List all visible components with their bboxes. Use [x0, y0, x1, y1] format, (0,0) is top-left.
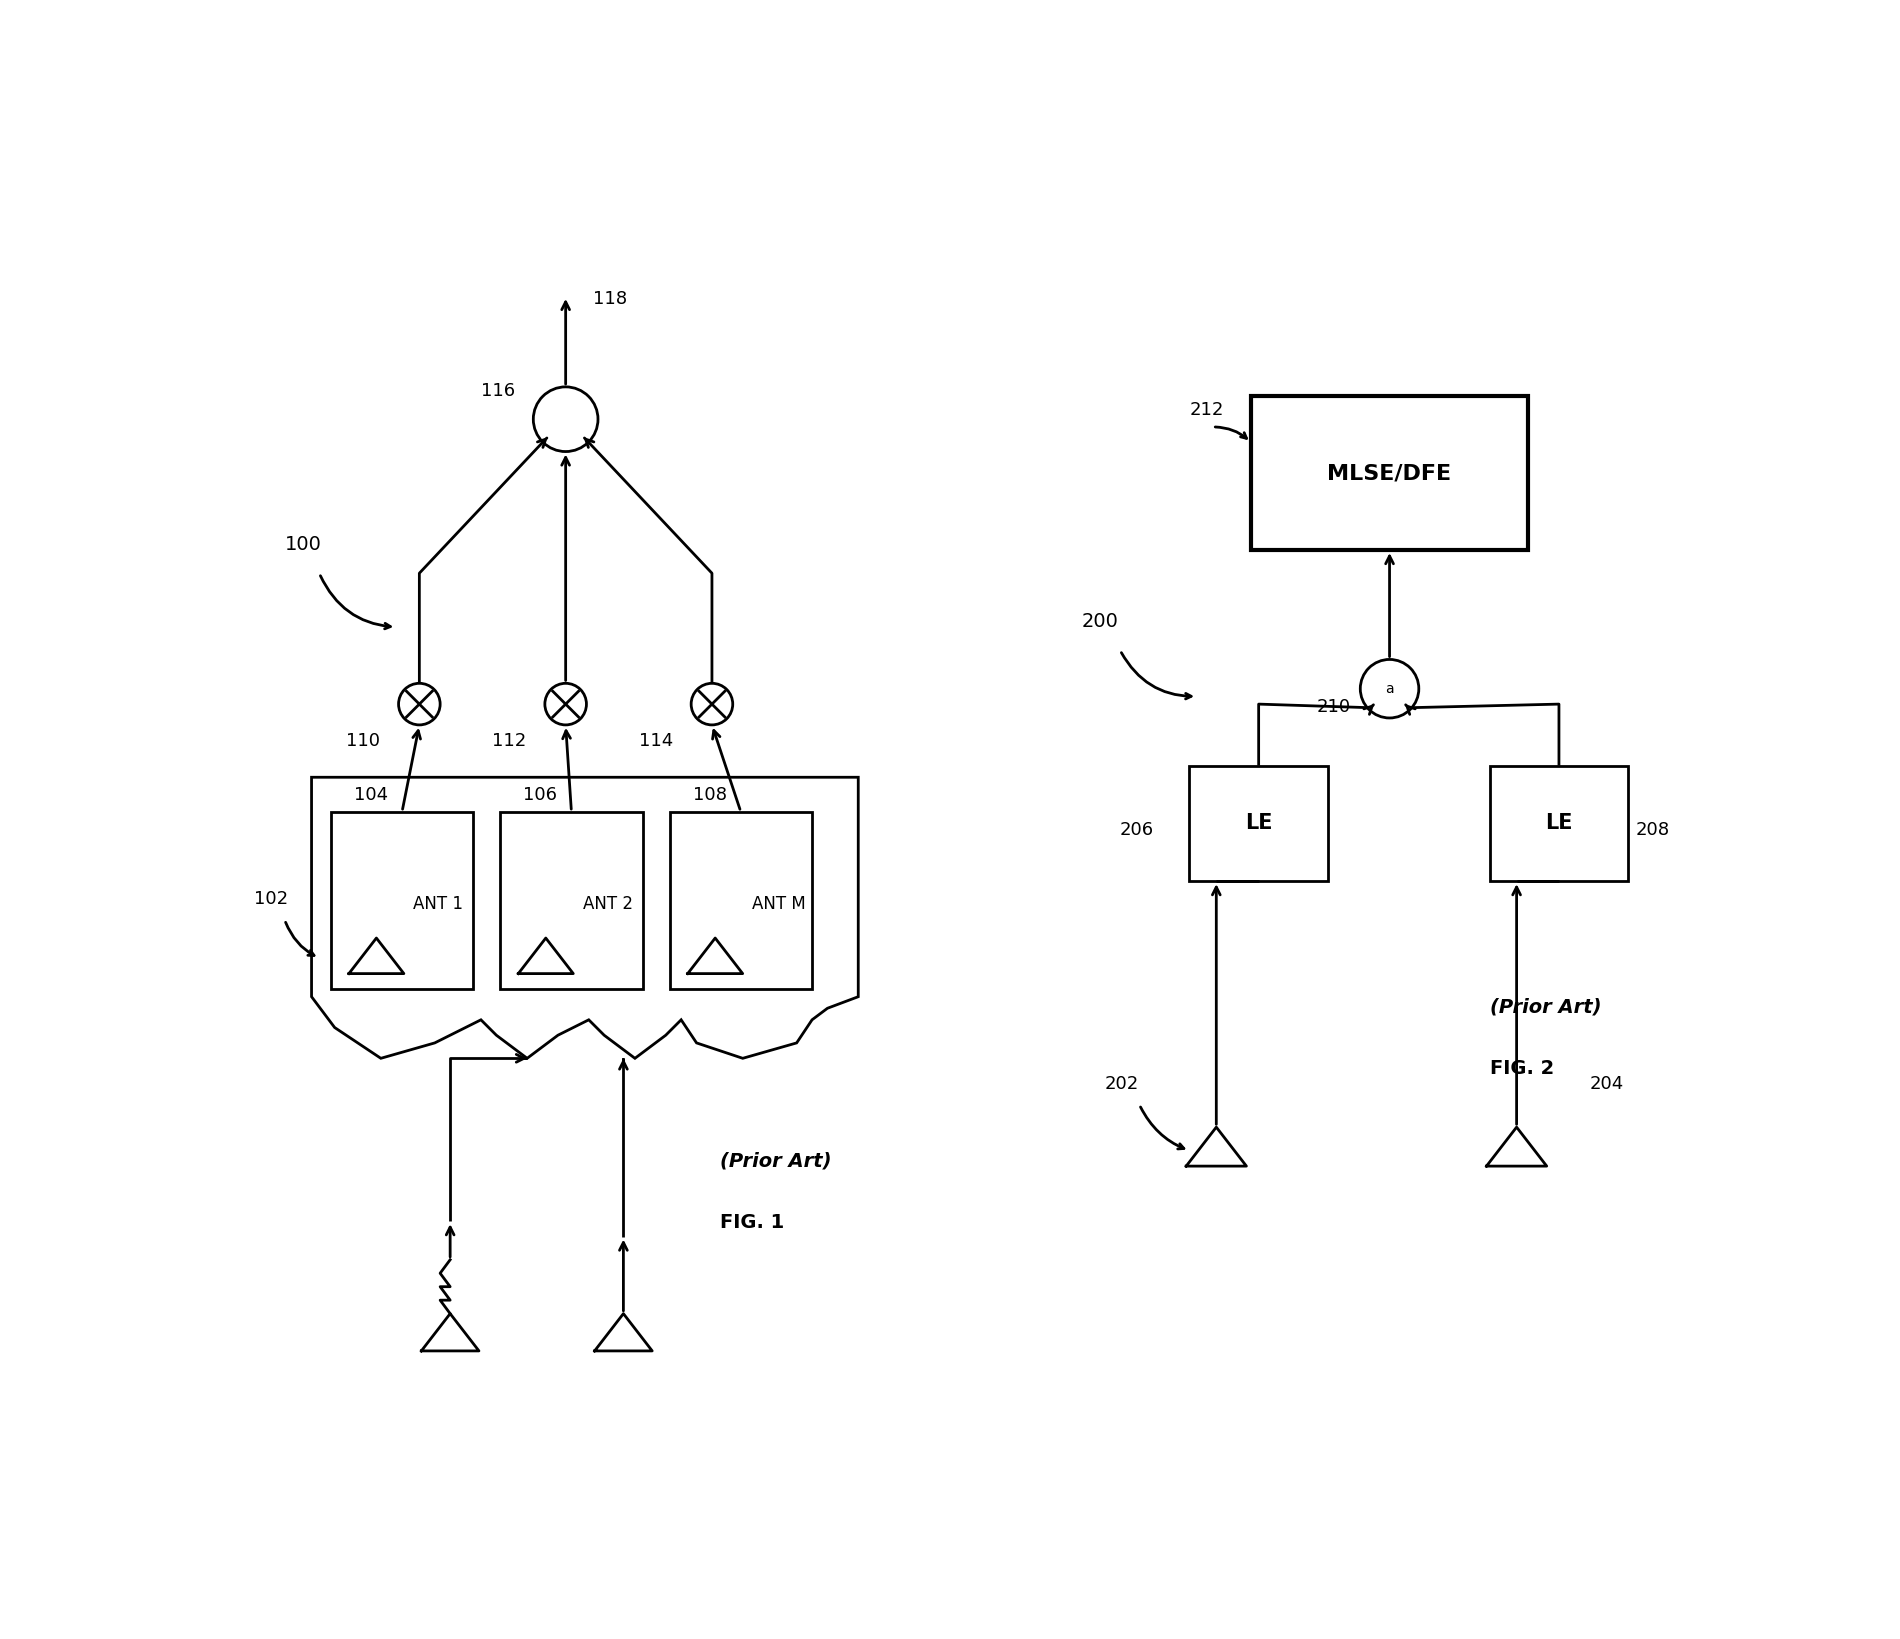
Text: 114: 114	[638, 733, 673, 751]
Text: 116: 116	[481, 382, 515, 400]
Text: ANT 2: ANT 2	[583, 895, 633, 913]
Text: ANT 1: ANT 1	[414, 895, 464, 913]
Text: 204: 204	[1590, 1075, 1624, 1093]
Text: 108: 108	[694, 787, 726, 805]
Text: 200: 200	[1081, 611, 1119, 631]
Text: 106: 106	[522, 787, 557, 805]
Circle shape	[692, 683, 733, 724]
Text: 202: 202	[1104, 1075, 1138, 1093]
Bar	[1189, 765, 1328, 882]
Bar	[331, 811, 473, 988]
Text: LE: LE	[1545, 813, 1573, 834]
Circle shape	[1360, 659, 1419, 718]
Circle shape	[534, 387, 598, 452]
Text: 210: 210	[1317, 698, 1351, 716]
Text: a: a	[1385, 682, 1395, 695]
Text: 104: 104	[353, 787, 388, 805]
Bar	[500, 811, 642, 988]
Text: 110: 110	[346, 733, 380, 751]
Bar	[1490, 765, 1628, 882]
Text: LE: LE	[1244, 813, 1273, 834]
Text: MLSE/DFE: MLSE/DFE	[1328, 464, 1452, 484]
Text: FIG. 1: FIG. 1	[720, 1213, 785, 1233]
Text: FIG. 2: FIG. 2	[1490, 1059, 1554, 1078]
Circle shape	[545, 683, 587, 724]
Bar	[1250, 397, 1528, 551]
Text: 208: 208	[1636, 821, 1670, 839]
Text: (Prior Art): (Prior Art)	[720, 1151, 830, 1170]
Text: (Prior Art): (Prior Art)	[1490, 997, 1602, 1016]
Bar	[669, 811, 811, 988]
Text: 112: 112	[492, 733, 526, 751]
Text: 118: 118	[593, 290, 627, 308]
Text: ANT M: ANT M	[752, 895, 806, 913]
Text: 212: 212	[1189, 402, 1224, 420]
Text: 102: 102	[255, 890, 289, 908]
Circle shape	[399, 683, 441, 724]
Text: 206: 206	[1121, 821, 1153, 839]
Text: 100: 100	[285, 534, 321, 554]
